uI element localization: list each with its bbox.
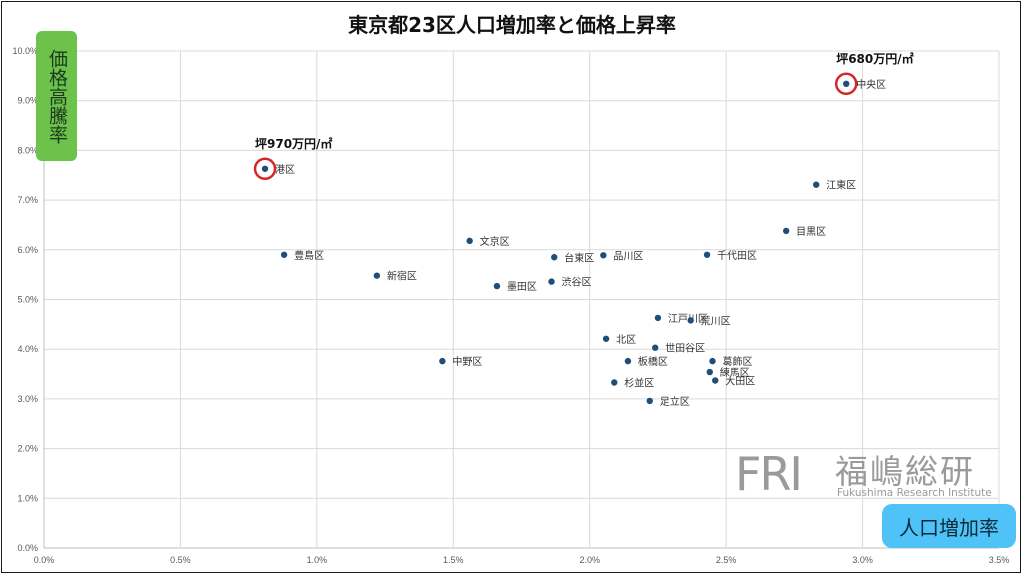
data-point	[652, 344, 659, 351]
y-tick-label: 10.0%	[12, 46, 38, 56]
x-tick-label: 3.0%	[852, 555, 873, 565]
x-tick-label: 3.5%	[989, 555, 1010, 565]
y-tick-label: 5.0%	[17, 295, 38, 305]
data-point	[493, 282, 501, 290]
point-label: 中野区	[452, 355, 482, 368]
y-tick-label: 9.0%	[17, 96, 38, 106]
x-tick-label: 2.0%	[579, 555, 600, 565]
logo-name: 福嶋総研	[835, 452, 975, 491]
point-label: 世田谷区	[665, 343, 705, 355]
data-point	[654, 314, 662, 322]
point-label: 足立区	[660, 395, 690, 408]
point-label: 文京区	[480, 235, 510, 248]
logo-subtitle: Fukushima Research Institute	[837, 487, 992, 499]
data-point	[703, 251, 711, 258]
point-label: 墨田区	[507, 281, 537, 293]
x-tick-label: 0.5%	[170, 555, 191, 565]
fri-logo: FRI 福嶋総研 Fukushima Research Institute	[735, 443, 1010, 503]
x-axis-label: 人口増加率	[882, 504, 1016, 548]
point-label: 千代田区	[717, 250, 757, 262]
data-point	[812, 181, 820, 188]
data-point	[373, 272, 381, 279]
point-label: 杉並区	[624, 376, 654, 389]
data-point	[624, 357, 632, 365]
data-point	[548, 278, 555, 285]
data-point	[782, 227, 790, 235]
data-point	[439, 357, 446, 365]
highlight-ring	[253, 157, 277, 181]
price-annotation: 坪680万円/㎡	[836, 51, 913, 66]
y-tick-label: 3.0%	[17, 394, 38, 404]
data-point	[709, 357, 716, 365]
point-label: 品川区	[613, 250, 643, 262]
chart-title: 東京都23区人口増加率と価格上昇率	[348, 13, 676, 37]
point-label: 練馬区	[720, 366, 750, 379]
point-label: 中央区	[856, 78, 886, 91]
data-point	[602, 335, 610, 342]
y-tick-label: 1.0%	[17, 493, 38, 503]
point-label: 大田区	[725, 375, 755, 388]
y-tick-label: 8.0%	[17, 145, 38, 155]
y-tick-label: 0.0%	[17, 543, 38, 553]
point-label: 北区	[616, 334, 636, 346]
y-tick-label: 4.0%	[17, 344, 38, 354]
point-label: 江東区	[826, 179, 856, 192]
data-point	[261, 165, 269, 172]
point-label: 荒川区	[701, 315, 731, 327]
y-axis-label: 価格高騰率	[36, 31, 77, 161]
point-label: 渋谷区	[562, 276, 592, 289]
point-label: 目黒区	[796, 226, 826, 238]
data-point	[280, 251, 288, 258]
data-point	[611, 379, 618, 386]
point-label: 豊島区	[294, 249, 324, 262]
point-label: 台東区	[564, 251, 594, 264]
y-tick-label: 6.0%	[17, 245, 38, 255]
logo-mark: FRI	[735, 447, 803, 501]
x-tick-label: 2.5%	[716, 555, 737, 565]
x-tick-label: 0.0%	[34, 555, 55, 565]
data-point	[466, 237, 473, 245]
data-point	[712, 377, 719, 384]
data-point	[687, 317, 694, 324]
data-point	[551, 254, 558, 261]
highlight-ring	[834, 72, 858, 96]
x-tick-label: 1.0%	[307, 555, 328, 565]
point-label: 新宿区	[387, 270, 417, 283]
point-label: 葛飾区	[723, 355, 753, 368]
y-tick-label: 7.0%	[17, 195, 38, 205]
data-point	[706, 368, 713, 376]
data-point	[600, 252, 607, 259]
price-annotation: 坪970万円/㎡	[255, 136, 332, 151]
data-point	[843, 80, 850, 88]
point-label: 港区	[275, 164, 295, 176]
x-tick-label: 1.5%	[443, 555, 464, 565]
data-point	[646, 397, 653, 405]
point-label: 板橋区	[638, 355, 668, 368]
y-tick-label: 2.0%	[17, 444, 38, 454]
